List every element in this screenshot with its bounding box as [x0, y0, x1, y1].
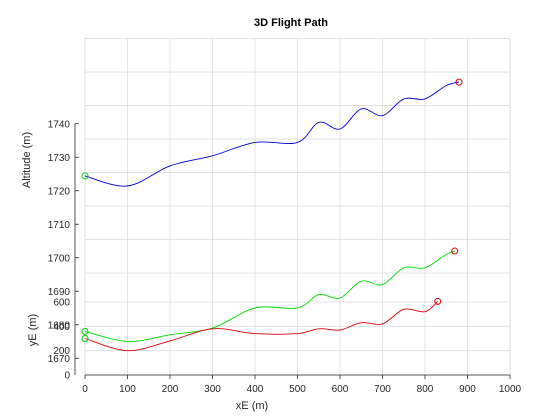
x-tick-label: 200: [162, 384, 179, 395]
x-tick-label: 700: [374, 384, 391, 395]
x-tick-label: 0: [82, 384, 88, 395]
x-axis-label: xE (m): [236, 400, 268, 412]
y-axis-label: yE (m): [27, 314, 39, 346]
start-marker-0: [81, 172, 89, 180]
y-tick-label: 600: [53, 298, 70, 309]
z-tick-label: 1670: [48, 354, 71, 365]
z-tick-label: 1690: [48, 287, 71, 298]
z-tick-label: 1700: [48, 253, 71, 264]
y-tick-label: 200: [53, 346, 70, 357]
x-tick-label: 600: [332, 384, 349, 395]
start-marker-1: [81, 327, 89, 335]
z-tick-label: 1680: [48, 320, 71, 331]
x-tick-label: 500: [289, 384, 306, 395]
x-tick-label: 1000: [499, 384, 522, 395]
series-line-2: [84, 301, 439, 352]
series-line-0: [84, 81, 460, 187]
x-tick-label: 300: [204, 384, 221, 395]
x-tick-label: 800: [417, 384, 434, 395]
tick-labels: 0 100 200 300 400 500 600 700 800 900 1000 0 200 400 6…: [48, 119, 522, 395]
z-tick-label: 1720: [48, 186, 71, 197]
x-tick-label: 900: [459, 384, 476, 395]
series-line-1: [84, 250, 455, 342]
end-marker-0: [455, 78, 463, 86]
end-marker-1: [451, 247, 459, 255]
z-tick-label: 1730: [48, 153, 71, 164]
z-tick-label: 1740: [48, 119, 71, 130]
end-marker-2: [434, 297, 442, 305]
axis-layer: [74, 123, 511, 379]
z-axis-label: Altitude (m): [21, 132, 33, 188]
chart-title: 3D Flight Path: [254, 17, 328, 29]
grid-layer: [84, 38, 511, 376]
z-tick-label: 1710: [48, 220, 71, 231]
series-layer: [81, 78, 463, 352]
start-marker-2: [81, 335, 89, 342]
y-tick-label: 400: [53, 322, 70, 333]
x-tick-label: 400: [247, 384, 264, 395]
y-tick-label: 0: [64, 371, 70, 382]
x-tick-label: 100: [119, 384, 136, 395]
